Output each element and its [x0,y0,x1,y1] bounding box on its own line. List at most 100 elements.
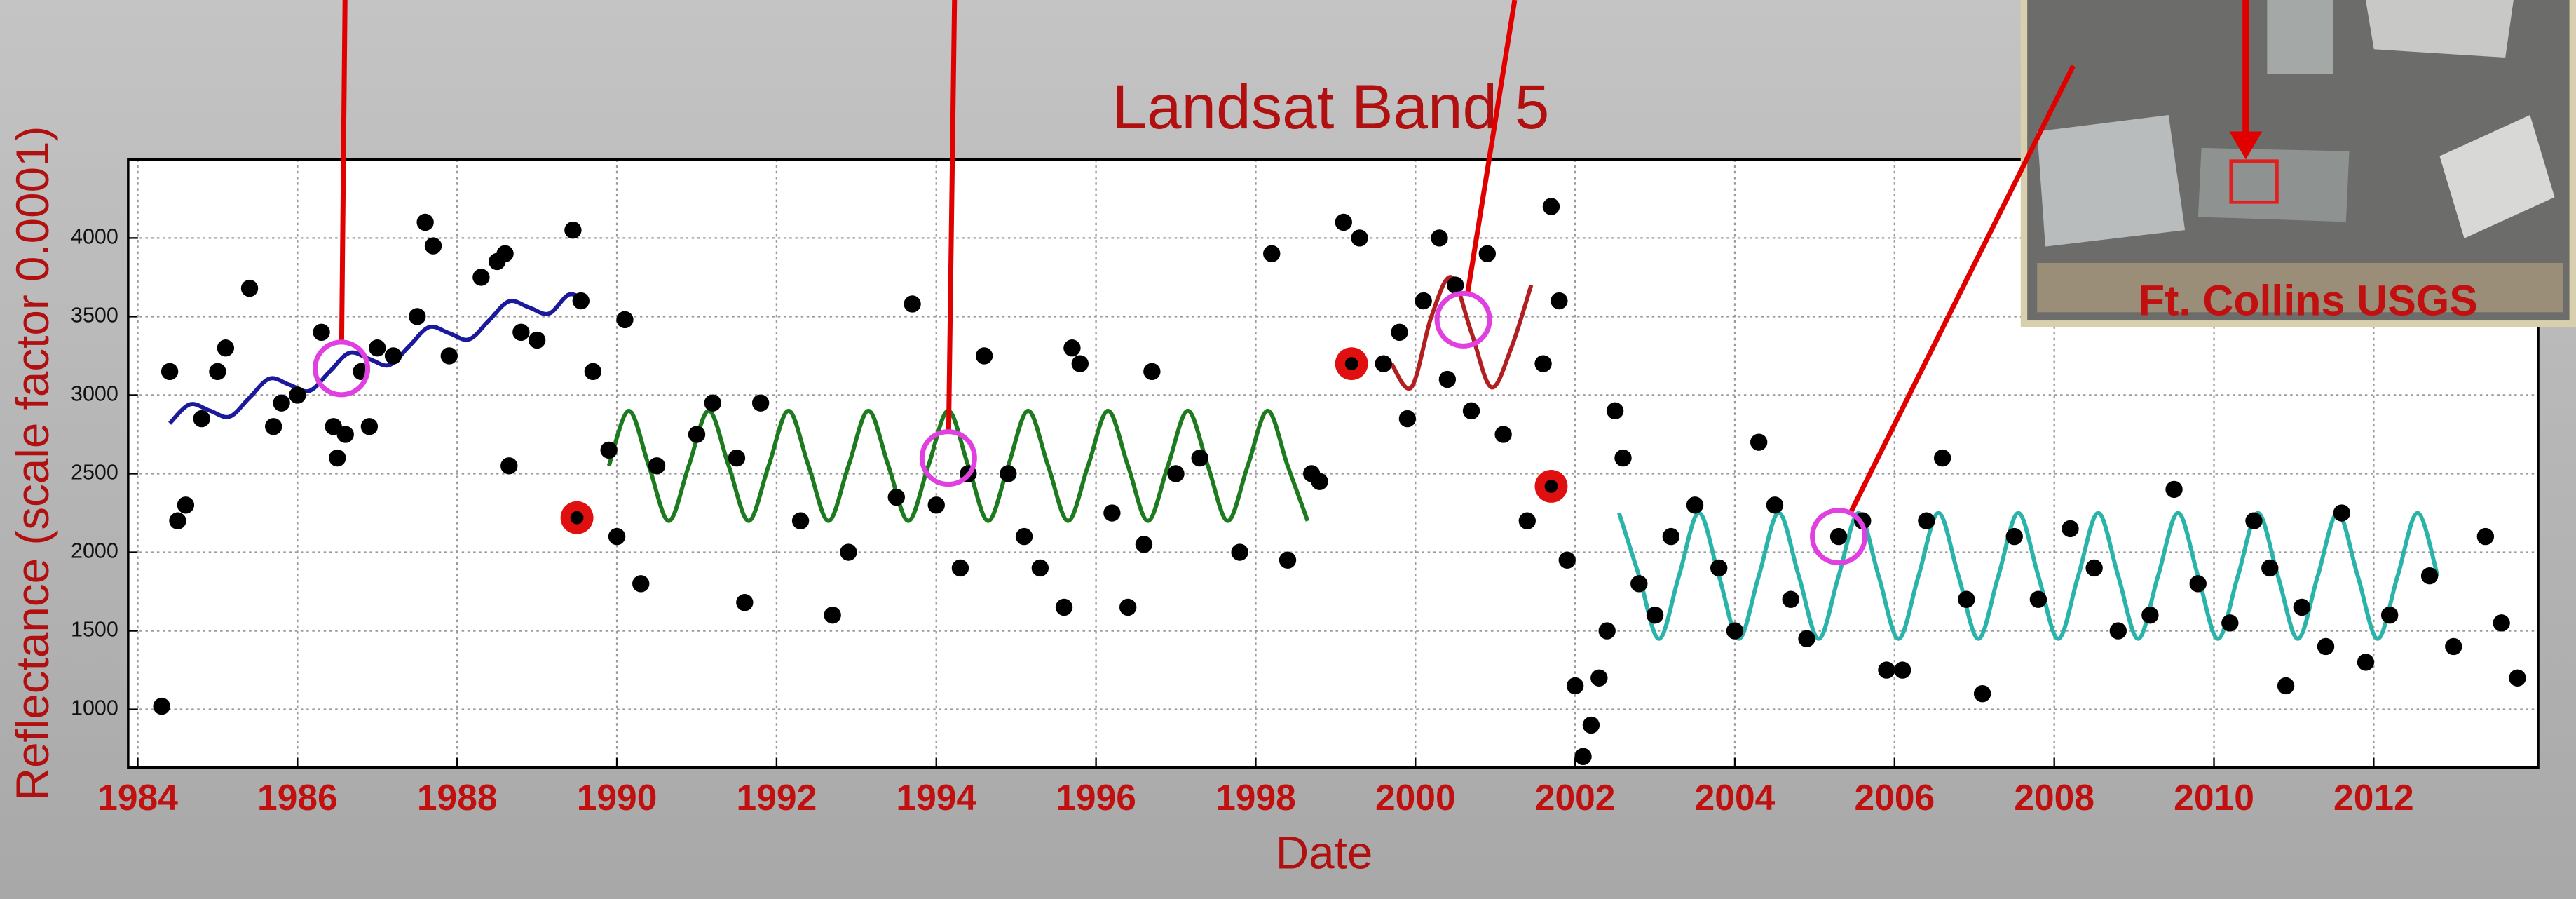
highlight-center [1544,480,1558,493]
x-tick-label: 1988 [417,777,498,818]
highlight-center [570,511,584,525]
data-point [1071,355,1089,372]
data-point [887,488,905,506]
data-point [169,512,186,529]
pointer-line [1465,0,1518,295]
data-point [273,394,290,412]
data-point [1438,370,1457,388]
data-point [1231,543,1248,561]
data-point [608,527,626,546]
data-point [161,363,179,381]
data-point [2085,559,2103,577]
highlight-circle [1810,508,1868,566]
data-point [1973,685,1991,703]
pointer-line [1848,65,2076,515]
data-point [584,363,602,381]
data-point [600,441,618,459]
data-point [360,418,379,435]
data-point [1415,292,1432,310]
data-point [572,292,590,310]
data-point [416,213,434,231]
data-point [2109,622,2127,640]
data-point [1614,449,1632,467]
y-tick-label: 3000 [71,381,118,405]
data-point [1103,504,1121,522]
y-tick-label: 4000 [71,224,118,248]
data-point [1590,669,1608,687]
x-tick-label: 2012 [2333,777,2414,818]
data-point [1191,449,1208,467]
data-point [1646,606,1664,624]
data-point [2420,567,2439,585]
data-point [2261,559,2279,577]
data-point [791,512,810,529]
data-point [1630,575,1648,593]
data-point [951,559,969,577]
data-point [240,279,259,297]
data-point [1918,512,1935,529]
highlight-circle [313,339,371,398]
data-point [1135,536,1153,553]
data-point [927,496,945,514]
data-point [1494,426,1512,443]
inset-photo: Ft. Collins USGS [2020,0,2576,327]
data-point [632,575,650,593]
data-point [736,594,754,611]
data-point [209,363,226,381]
data-point [648,457,666,475]
data-point [1878,661,1895,679]
data-point [1311,473,1328,490]
data-point [2189,575,2207,593]
data-point [704,394,721,412]
data-point [1798,630,1815,647]
x-tick-label: 2004 [1695,777,1776,818]
data-point [2317,637,2335,656]
data-point [336,426,354,443]
data-point [1582,716,1600,734]
building [2365,0,2514,58]
data-point [2141,606,2159,624]
data-point [1606,402,1624,420]
data-point [2357,654,2375,671]
data-point [265,418,282,435]
data-point [1015,527,1033,546]
data-point [1782,590,1799,608]
data-point [1119,598,1137,616]
data-point [1958,590,1975,608]
data-point [1375,355,1392,372]
x-tick-label: 1984 [97,777,178,818]
highlight-circle [919,429,977,487]
data-point [1598,622,1616,640]
x-tick-label: 2010 [2174,777,2254,818]
image-caption: Ft. Collins USGS [2139,277,2478,325]
y-tick-label: 1500 [71,618,118,642]
y-tick-label: 1000 [71,696,118,720]
building [2267,0,2333,74]
fit-line [1389,275,1534,391]
data-point [1031,559,1049,577]
data-point [313,323,330,342]
arrow-head [2229,131,2263,160]
data-point [2493,614,2510,632]
x-tick-label: 2000 [1375,777,1456,818]
x-tick-label: 1992 [737,777,817,818]
data-point [1829,527,1848,546]
data-point [1558,551,1576,569]
data-point [496,245,514,262]
data-point [1534,355,1552,372]
data-point [2509,669,2526,687]
data-point [2445,637,2462,656]
data-point [824,606,841,624]
data-point [975,347,993,365]
data-point [424,237,442,255]
data-point [329,449,346,467]
data-point [1542,198,1560,215]
y-tick-label: 3500 [71,303,118,327]
data-point [1398,410,1417,428]
data-point [1391,323,1408,342]
data-point [688,426,706,443]
data-point [1726,622,1744,640]
data-point [2476,527,2495,546]
data-point [1766,496,1784,514]
data-point [512,323,530,342]
